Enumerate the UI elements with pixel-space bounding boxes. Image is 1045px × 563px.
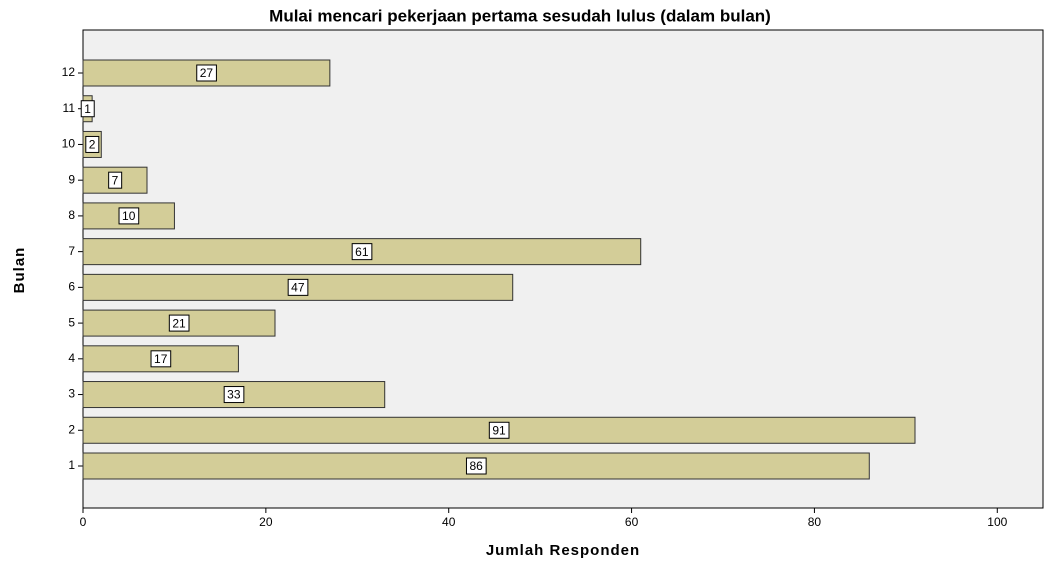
y-tick-label: 8 [68, 208, 75, 222]
y-tick-label: 3 [68, 387, 75, 401]
y-tick-label: 11 [63, 101, 76, 115]
data-label: 61 [355, 245, 369, 259]
y-tick-label: 2 [68, 422, 75, 436]
x-tick-label: 80 [808, 515, 822, 529]
y-axis-label: Bulan [11, 247, 28, 294]
x-tick-label: 40 [442, 515, 456, 529]
data-label: 91 [492, 423, 506, 437]
data-label-box [85, 135, 100, 153]
data-label: 21 [172, 316, 186, 330]
y-tick-label: 12 [62, 65, 76, 79]
data-label-box [488, 421, 510, 439]
data-label: 1 [84, 102, 91, 116]
data-label-box [168, 314, 190, 332]
data-label: 27 [200, 66, 214, 80]
y-tick-label: 1 [68, 458, 75, 472]
y-tick-label: 10 [62, 137, 76, 151]
y-tick-label: 5 [68, 315, 75, 329]
data-label-box [287, 278, 309, 296]
data-label-box [196, 64, 217, 82]
data-label-box [150, 350, 172, 368]
data-label: 17 [154, 352, 168, 366]
data-label-box [80, 100, 95, 118]
chart-title: Mulai mencari pekerjaan pertama sesudah … [269, 6, 771, 25]
data-label: 86 [469, 459, 483, 473]
y-tick-label: 7 [68, 244, 75, 258]
data-label-box [118, 207, 140, 225]
data-label: 2 [89, 138, 96, 152]
x-tick-label: 60 [625, 515, 639, 529]
y-tick-label: 9 [68, 172, 75, 186]
data-label: 47 [291, 281, 305, 295]
data-label: 33 [227, 388, 241, 402]
x-tick-label: 0 [80, 515, 87, 529]
data-label: 10 [122, 209, 136, 223]
data-label-box [223, 386, 245, 404]
x-axis-label: Jumlah Responden [486, 542, 640, 559]
data-label-box [465, 457, 487, 475]
data-label: 7 [112, 173, 119, 187]
y-tick-label: 4 [68, 351, 75, 365]
data-label-box [108, 171, 123, 189]
x-tick-label: 20 [259, 515, 273, 529]
x-tick-label: 100 [987, 515, 1007, 529]
y-tick-label: 6 [68, 280, 75, 294]
data-label-box [351, 243, 373, 261]
